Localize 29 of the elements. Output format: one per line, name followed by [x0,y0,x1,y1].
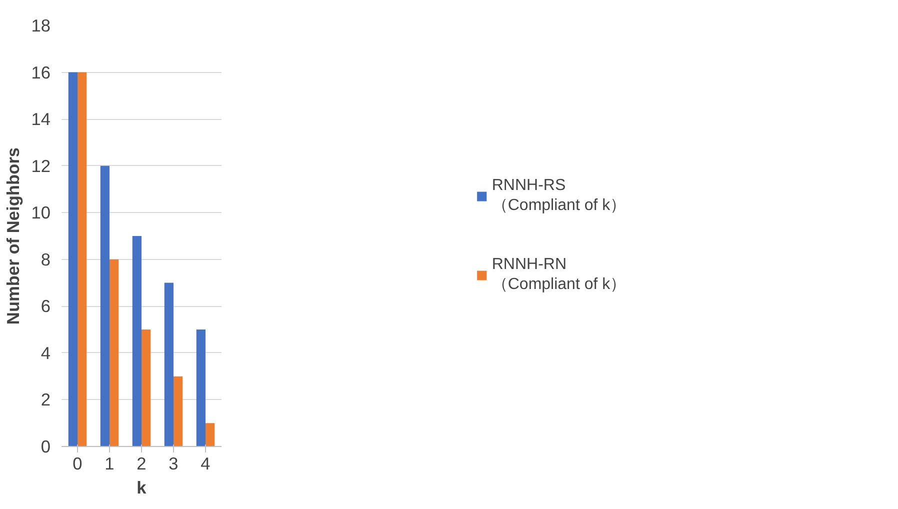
y-tick-label: 0 [40,436,51,456]
y-tick-label: 14 [31,109,51,130]
bar [68,72,78,446]
y-tick-label: 18 [31,16,51,36]
y-axis-title: Number of Neighbors [3,147,24,325]
y-tick-label: 12 [31,156,51,176]
y-tick-label: 4 [40,342,51,363]
bar [164,282,174,446]
bar [132,236,142,446]
bar [110,259,119,446]
bar [100,166,110,446]
y-tick-label: 6 [40,296,51,316]
bar [206,423,215,446]
y-tick-label: 16 [31,62,51,82]
x-tick-label: 2 [136,454,146,474]
x-tick-label: 1 [104,454,114,474]
legend-label: RNNH-RS （Compliant of k） [492,176,626,216]
bar [196,330,206,446]
legend-label: RNNH-RN （Compliant of k） [492,256,626,294]
x-axis-title: k [136,478,147,498]
x-tick-label: 3 [168,454,178,474]
y-tick-label: 2 [40,390,51,410]
x-tick-label: 4 [200,454,211,474]
x-tick-label: 0 [72,454,82,474]
y-tick-label: 10 [31,202,51,223]
bar [174,376,183,446]
y-tick-label: 8 [40,249,51,270]
bar [78,72,87,446]
bar [142,330,151,446]
